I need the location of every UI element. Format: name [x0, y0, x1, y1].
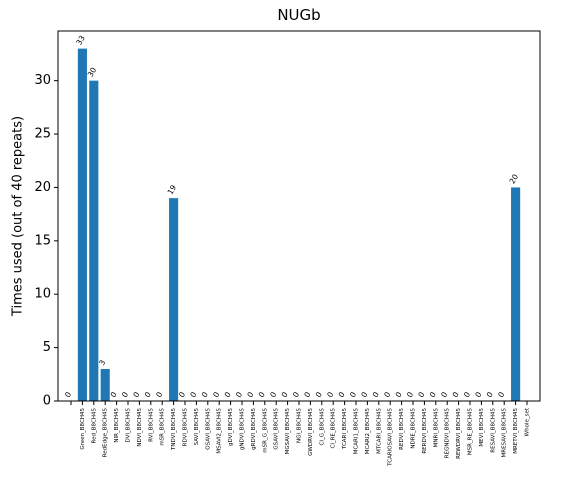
x-tick-label: TNDVI_B8CH45 [171, 408, 177, 451]
y-tick-label: 20 [34, 180, 51, 195]
value-label: 0 [462, 390, 472, 399]
x-tick-label: MSR_RE_B8CH45 [468, 408, 474, 456]
x-tick-label: CI_G_B8CH45 [319, 408, 325, 446]
value-label: 0 [245, 390, 255, 399]
value-label: 20 [508, 172, 521, 185]
x-tick-label: NDVI_B8CH45 [137, 408, 143, 447]
value-label: 0 [496, 390, 506, 399]
x-tick-label: RVI_B8CH45 [148, 408, 154, 442]
x-tick-label: gNDVI_B8CH45 [240, 408, 246, 451]
x-tick-label: NDRE_B8CH45 [411, 408, 417, 449]
value-label: 0 [200, 390, 210, 399]
value-label: 0 [416, 390, 426, 399]
x-tick-label: NGI_B8CH45 [297, 408, 303, 443]
value-label: 0 [268, 390, 278, 399]
x-tick-label: gDVI_B8CH45 [228, 408, 234, 447]
value-label: 0 [359, 390, 369, 399]
value-label: 3 [97, 358, 107, 367]
x-tick-label: MGSAVI_B8CH45 [285, 408, 291, 455]
bar [511, 187, 521, 401]
x-tick-label: GSAVI_B8CH45 [274, 408, 280, 450]
value-label: 30 [86, 66, 99, 79]
value-label: 0 [177, 390, 187, 399]
value-label: 0 [325, 390, 335, 399]
value-label: 0 [371, 390, 381, 399]
value-label: 0 [154, 390, 164, 399]
value-label: 0 [382, 390, 392, 399]
value-label: 0 [234, 390, 244, 399]
value-label: 0 [428, 390, 438, 399]
chart-title: NUGb [277, 6, 320, 24]
value-label: 0 [348, 390, 358, 399]
y-tick-label: 15 [34, 233, 51, 248]
x-tick-label: REWDRVI_B8CH45 [456, 408, 462, 459]
x-tick-label: RedEdge_B8CH45 [103, 408, 109, 458]
x-tick-label: MSAVI2_B8CH45 [217, 408, 223, 454]
x-tick-label: mSR_B8CH45 [160, 408, 166, 446]
value-label: 0 [131, 390, 141, 399]
value-label: 0 [223, 390, 233, 399]
y-tick-label: 0 [43, 394, 51, 409]
y-axis-label: Times used (out of 40 repeats) [11, 116, 26, 317]
x-tick-label: Whole_set [525, 407, 531, 436]
x-tick-label: SAVI_B8CH45 [194, 408, 200, 446]
x-tick-label: MCARI1_B8CH45 [354, 408, 360, 455]
value-label: 19 [166, 183, 179, 196]
x-tick-label: mSR_G_B8CH45 [262, 408, 268, 453]
x-tick-label: CI_RE_B8CH45 [331, 408, 337, 449]
x-tick-label: RDVI_B8CH45 [183, 408, 189, 447]
value-label: 0 [63, 390, 73, 399]
x-tick-label: GWDRVI_B8CH45 [308, 408, 314, 456]
bar [169, 198, 179, 401]
value-label: 0 [280, 390, 290, 399]
x-tick-label: MRETVI_B8CH45 [513, 408, 519, 454]
value-label: 0 [439, 390, 449, 399]
x-tick-label: TCARI_B8CH45 [342, 408, 348, 451]
x-tick-label: Green_B8CH45 [80, 408, 86, 450]
value-label: 0 [188, 390, 198, 399]
x-tick-label: MEVI_B8CH45 [479, 408, 485, 447]
x-tick-label: NIR_B8CH45 [114, 408, 120, 443]
value-label: 0 [109, 390, 119, 399]
value-label: 0 [485, 390, 495, 399]
x-tick-label: gRDVI_B8CH45 [251, 408, 257, 450]
x-tick-label: MCARI2_B8CH45 [365, 408, 371, 455]
value-label: 0 [211, 390, 221, 399]
x-tick-label: REGNDVI_B8CH45 [445, 408, 451, 459]
value-label: 0 [314, 390, 324, 399]
y-tick-label: 30 [34, 73, 51, 88]
value-label: 0 [473, 390, 483, 399]
y-tick-label: 5 [43, 340, 51, 355]
x-tick-label: RERDVI_B8CH45 [422, 408, 428, 454]
x-tick-label: RESAVI_B8CH45 [490, 408, 496, 453]
value-label: 0 [337, 390, 347, 399]
x-tick-label: TCARIOSAVI_B8CH45 [388, 408, 394, 467]
value-label: 0 [143, 390, 153, 399]
value-label: 33 [74, 34, 87, 47]
x-tick-label: OSAVI_B8CH45 [205, 408, 211, 450]
plot-frame [57, 30, 541, 402]
x-tick-label: MRESAVI_B8CH45 [502, 408, 508, 458]
bar [100, 368, 110, 401]
y-tick-label: 25 [34, 127, 51, 142]
bar [89, 80, 99, 401]
x-tick-label: DVI_B8CH45 [126, 408, 132, 443]
x-tick-label: REDVI_B8CH45 [399, 408, 405, 450]
value-label: 0 [257, 390, 267, 399]
value-label: 0 [302, 390, 312, 399]
x-tick-label: MNRI_B8CH45 [433, 408, 439, 448]
bar [77, 48, 87, 401]
value-label: 0 [120, 390, 130, 399]
value-label: 0 [405, 390, 415, 399]
value-label: 0 [451, 390, 461, 399]
x-tick-label: MTCARI_B8CH45 [376, 408, 382, 454]
value-label: 0 [394, 390, 404, 399]
value-label: 0 [291, 390, 301, 399]
y-tick-label: 10 [34, 287, 51, 302]
x-tick-label: Red_B8CH45 [91, 408, 97, 444]
